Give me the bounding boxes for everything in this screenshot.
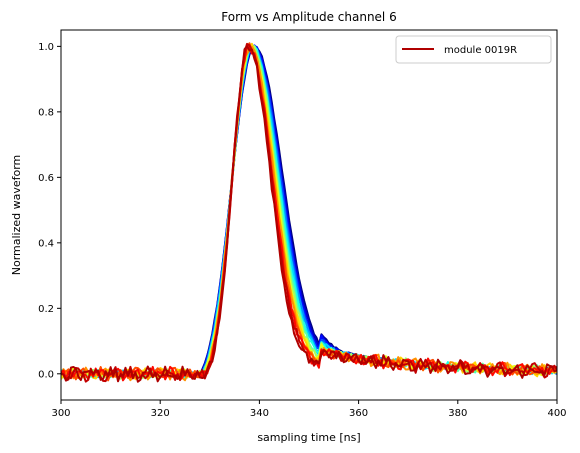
y-tick-label: 1.0	[38, 42, 54, 53]
series-group	[61, 42, 557, 383]
series-line-2	[61, 44, 557, 378]
plot-frame	[60, 29, 558, 401]
x-axis-label: sampling time [ns]	[257, 431, 360, 444]
y-axis: 0.0 0.2 0.4 0.6 0.8 1.0	[38, 42, 61, 380]
x-tick-label: 400	[547, 408, 566, 419]
legend-box	[395, 35, 552, 64]
y-tick-label: 0.0	[38, 369, 54, 380]
y-tick-label: 0.4	[38, 238, 54, 249]
legend-label: module 0019R	[444, 45, 517, 56]
series-line-15	[61, 45, 557, 383]
x-axis: 300 320 340 360 380 400	[51, 400, 567, 419]
x-tick-label: 300	[51, 408, 70, 419]
y-tick-label: 0.2	[38, 304, 54, 315]
legend: module 0019R	[395, 35, 552, 64]
y-tick-label: 0.8	[38, 107, 54, 118]
y-axis-label: Normalized waveform	[10, 155, 23, 276]
x-tick-label: 320	[151, 408, 170, 419]
x-tick-label: 380	[448, 408, 467, 419]
x-tick-label: 360	[349, 408, 368, 419]
x-tick-label: 340	[250, 408, 269, 419]
y-tick-label: 0.6	[38, 173, 54, 184]
chart-title: Form vs Amplitude channel 6	[221, 10, 396, 24]
